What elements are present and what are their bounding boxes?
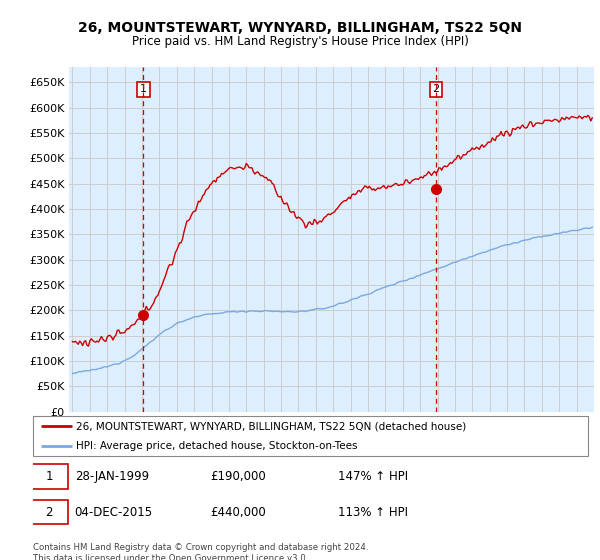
FancyBboxPatch shape: [30, 500, 68, 524]
Text: 26, MOUNTSTEWART, WYNYARD, BILLINGHAM, TS22 5QN (detached house): 26, MOUNTSTEWART, WYNYARD, BILLINGHAM, T…: [76, 421, 467, 431]
Text: 2: 2: [433, 85, 440, 95]
Text: 28-JAN-1999: 28-JAN-1999: [74, 470, 149, 483]
Text: 1: 1: [46, 470, 53, 483]
Text: 26, MOUNTSTEWART, WYNYARD, BILLINGHAM, TS22 5QN: 26, MOUNTSTEWART, WYNYARD, BILLINGHAM, T…: [78, 21, 522, 35]
Text: 04-DEC-2015: 04-DEC-2015: [74, 506, 153, 519]
Text: 147% ↑ HPI: 147% ↑ HPI: [338, 470, 409, 483]
FancyBboxPatch shape: [30, 464, 68, 489]
Text: 113% ↑ HPI: 113% ↑ HPI: [338, 506, 408, 519]
Text: 1: 1: [140, 85, 147, 95]
Text: £190,000: £190,000: [211, 470, 266, 483]
Text: Contains HM Land Registry data © Crown copyright and database right 2024.
This d: Contains HM Land Registry data © Crown c…: [33, 543, 368, 560]
Text: £440,000: £440,000: [211, 506, 266, 519]
Text: HPI: Average price, detached house, Stockton-on-Tees: HPI: Average price, detached house, Stoc…: [76, 441, 358, 451]
FancyBboxPatch shape: [33, 416, 588, 456]
Text: Price paid vs. HM Land Registry's House Price Index (HPI): Price paid vs. HM Land Registry's House …: [131, 35, 469, 48]
Text: 2: 2: [46, 506, 53, 519]
